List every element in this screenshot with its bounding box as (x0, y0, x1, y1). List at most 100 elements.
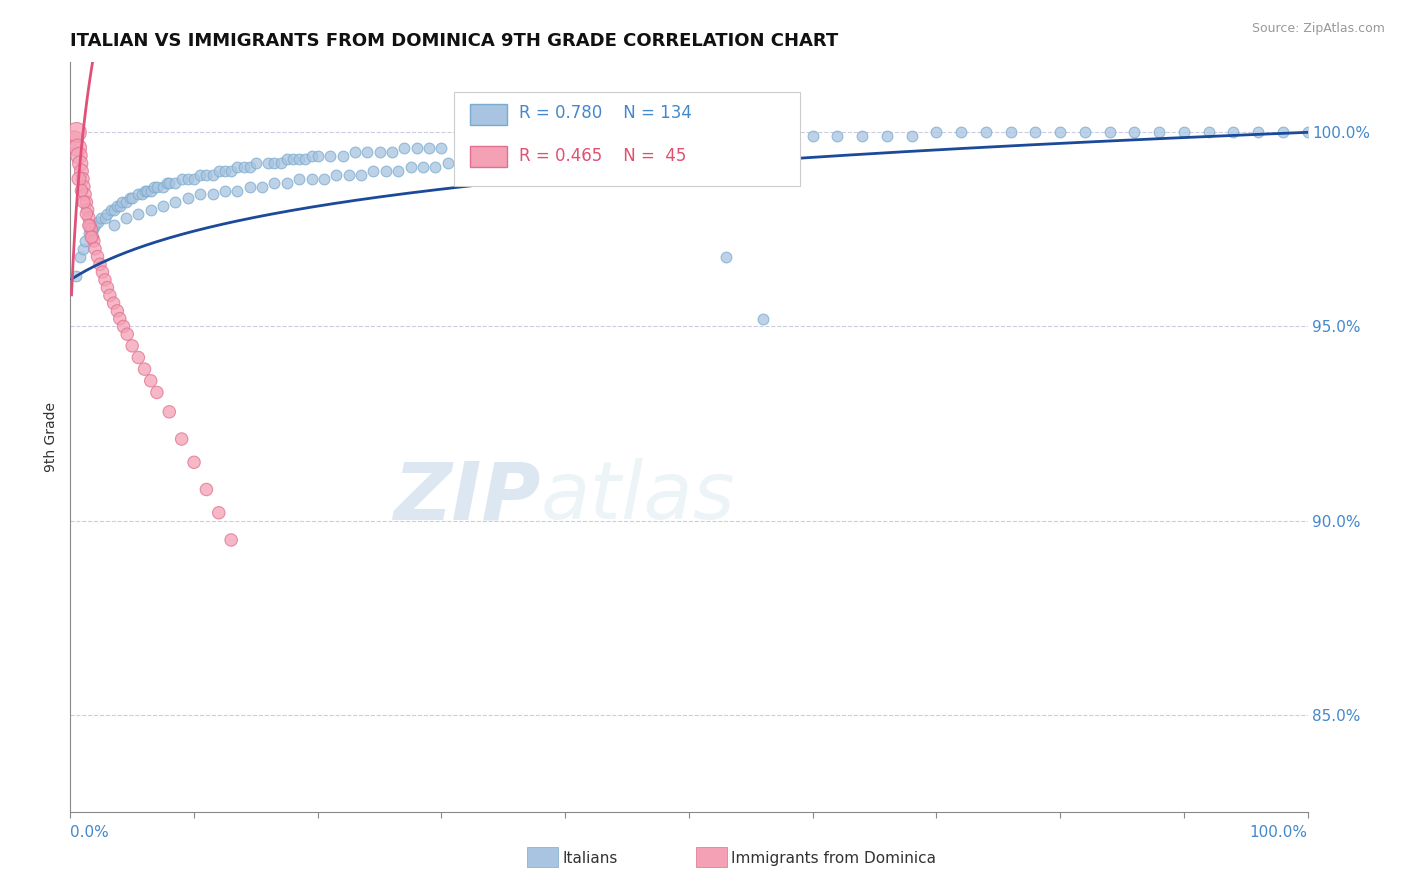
Point (83, 234, 105, 248)
Point (201, 168, 224, 182)
Point (65, 125, 87, 139)
Point (276, 176, 298, 190)
Point (449, 156, 471, 170)
Point (72, 172, 94, 186)
Point (628, 133, 651, 147)
Point (430, 141, 453, 155)
Point (239, 179, 262, 194)
Point (70, 184, 93, 198)
Point (111, 195, 134, 210)
Point (1123, 125, 1146, 139)
Text: R = 0.465    N =  45: R = 0.465 N = 45 (519, 147, 686, 165)
Point (108, 199, 131, 213)
Point (363, 164, 385, 178)
Point (80, 222, 103, 236)
Point (134, 362, 156, 376)
Point (214, 164, 236, 178)
Point (90, 211, 112, 225)
Point (1000, 125, 1022, 139)
Point (91, 265, 114, 279)
Point (381, 145, 404, 159)
Point (851, 129, 873, 144)
Point (157, 176, 180, 190)
Point (418, 141, 440, 155)
Point (554, 136, 576, 151)
Point (974, 125, 997, 139)
Point (73, 195, 96, 210)
Point (270, 156, 292, 170)
Point (188, 187, 211, 202)
Text: Source: ZipAtlas.com: Source: ZipAtlas.com (1251, 22, 1385, 36)
Point (479, 136, 502, 151)
Point (170, 432, 193, 446)
Point (152, 179, 174, 194)
Point (541, 148, 564, 162)
Point (121, 339, 143, 353)
Point (86, 250, 108, 264)
Point (374, 164, 396, 178)
Point (75, 195, 97, 210)
Point (776, 129, 799, 144)
Point (239, 161, 262, 175)
FancyBboxPatch shape (470, 146, 508, 168)
Text: R = 0.780    N = 134: R = 0.780 N = 134 (519, 103, 692, 121)
Point (75, 207, 97, 221)
Point (143, 179, 166, 194)
Point (436, 156, 458, 170)
Point (1074, 125, 1097, 139)
Point (801, 129, 824, 144)
Point (1147, 125, 1170, 139)
Point (69, 250, 91, 264)
Point (165, 176, 187, 190)
Point (121, 191, 143, 205)
Point (84, 219, 107, 233)
Point (77, 211, 100, 225)
Point (1049, 125, 1071, 139)
Point (98, 288, 121, 302)
Point (214, 184, 236, 198)
Point (727, 129, 749, 144)
Point (332, 148, 354, 162)
Point (146, 179, 169, 194)
Point (232, 161, 254, 175)
Point (75, 234, 97, 248)
Point (103, 296, 125, 310)
Point (94, 211, 117, 225)
Point (1173, 125, 1195, 139)
Point (89, 257, 111, 271)
Point (131, 187, 153, 202)
Point (1198, 125, 1220, 139)
Point (127, 187, 149, 202)
FancyBboxPatch shape (454, 93, 800, 186)
Point (63, 133, 86, 147)
Point (70, 164, 93, 178)
Y-axis label: 9th Grade: 9th Grade (45, 402, 59, 472)
Point (72, 242, 94, 256)
Point (325, 168, 347, 182)
Point (226, 184, 249, 198)
Point (603, 133, 626, 147)
Point (652, 133, 675, 147)
Point (67, 172, 90, 186)
Point (65, 268, 87, 283)
Point (115, 195, 138, 210)
Point (103, 202, 125, 217)
Point (356, 145, 378, 159)
Point (752, 311, 775, 326)
Point (827, 129, 849, 144)
Point (115, 327, 138, 342)
Point (80, 230, 103, 244)
Point (201, 187, 224, 202)
Point (714, 250, 737, 264)
Point (127, 351, 149, 365)
Point (105, 304, 128, 318)
Point (1271, 125, 1294, 139)
Point (678, 133, 700, 147)
Point (134, 184, 156, 198)
Point (337, 168, 360, 182)
Point (579, 133, 602, 147)
Point (399, 161, 422, 175)
Point (177, 191, 200, 205)
Point (567, 145, 589, 159)
Point (245, 156, 267, 170)
